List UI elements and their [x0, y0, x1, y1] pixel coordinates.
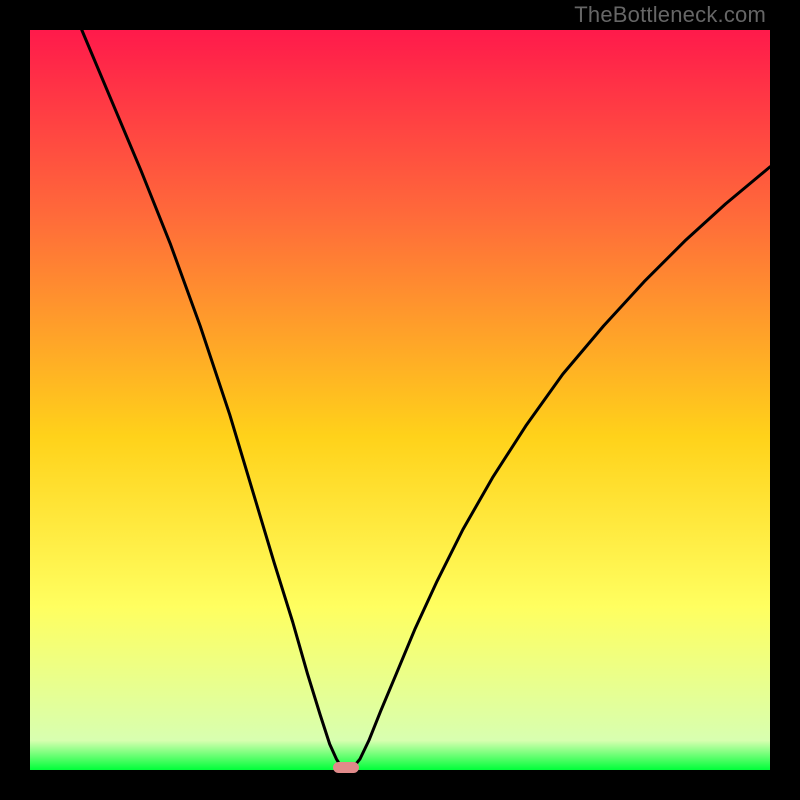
bottleneck-curve: [82, 30, 770, 770]
optimum-marker: [333, 762, 359, 773]
watermark-text: TheBottleneck.com: [574, 2, 766, 28]
curve-svg: [30, 30, 770, 770]
chart-outer: TheBottleneck.com: [0, 0, 800, 800]
plot-area: [30, 30, 770, 770]
